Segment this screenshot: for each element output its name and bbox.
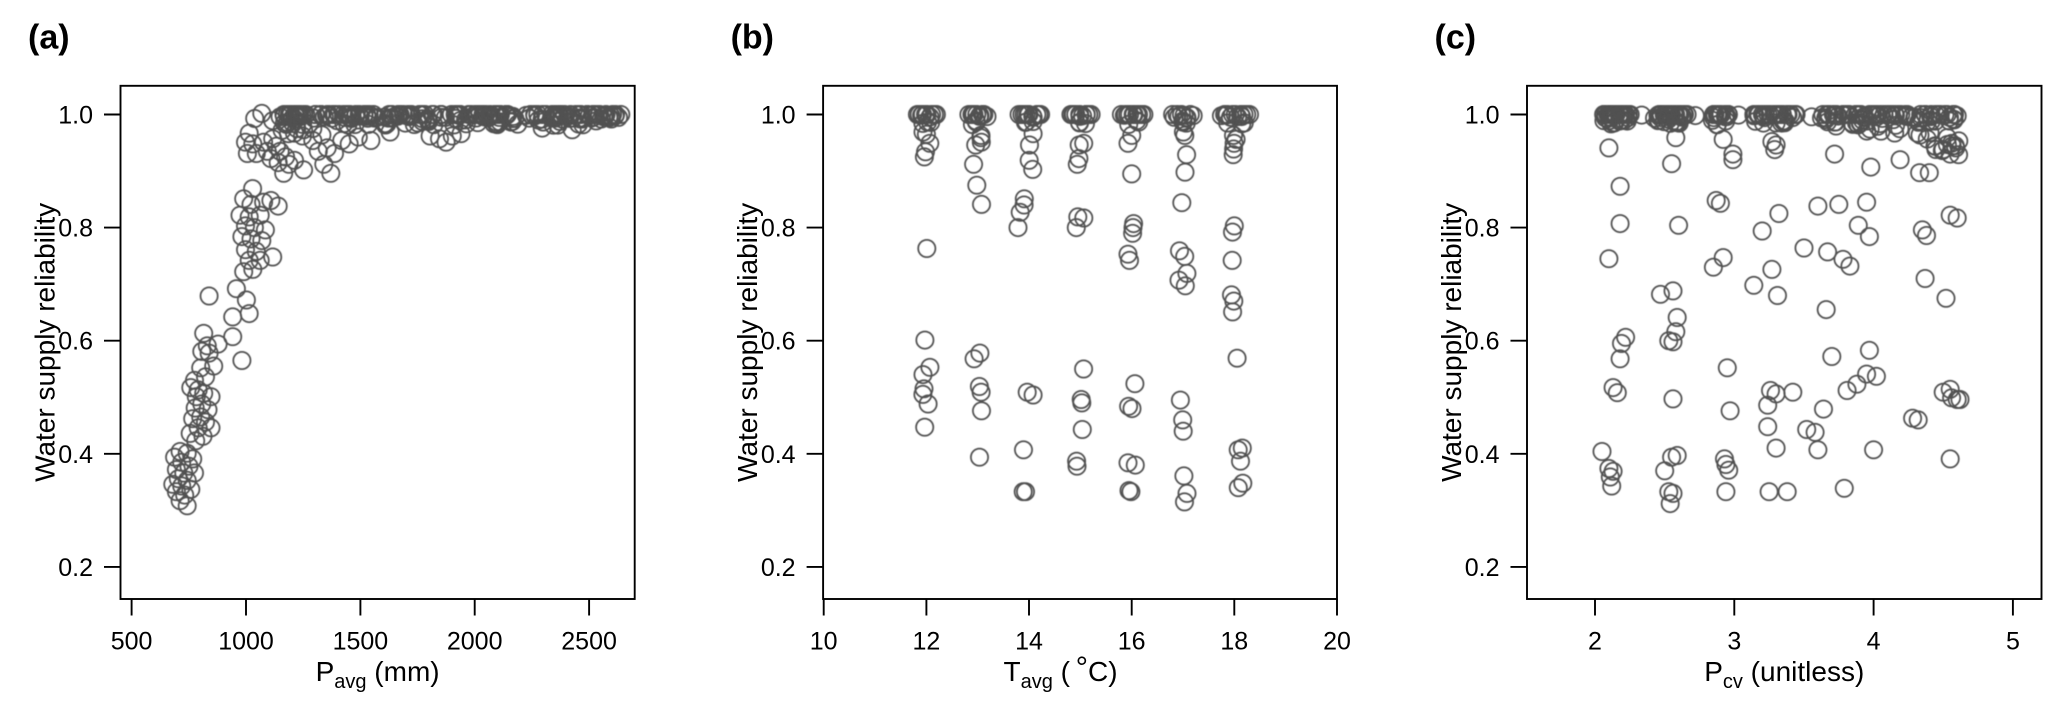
svg-text:14: 14 xyxy=(1015,628,1043,656)
svg-text:0.8: 0.8 xyxy=(1465,215,1500,243)
svg-text:0.6: 0.6 xyxy=(761,328,796,356)
svg-text:0.2: 0.2 xyxy=(761,554,796,582)
svg-text:Tavg ( °C): Tavg ( °C) xyxy=(1003,650,1117,693)
svg-text:2500: 2500 xyxy=(561,628,617,656)
svg-text:1.0: 1.0 xyxy=(58,102,93,130)
svg-text:0.4: 0.4 xyxy=(1465,441,1500,469)
svg-text:4: 4 xyxy=(1867,628,1881,656)
svg-text:0.8: 0.8 xyxy=(761,215,796,243)
svg-text:0.2: 0.2 xyxy=(58,554,93,582)
svg-text:12: 12 xyxy=(912,628,940,656)
svg-text:5: 5 xyxy=(2006,628,2020,656)
svg-text:0.6: 0.6 xyxy=(58,328,93,356)
svg-text:0.2: 0.2 xyxy=(1465,554,1500,582)
svg-text:(a): (a) xyxy=(28,19,70,57)
svg-text:(b): (b) xyxy=(731,19,774,57)
svg-text:2000: 2000 xyxy=(447,628,503,656)
svg-text:(c): (c) xyxy=(1435,19,1477,57)
svg-text:1500: 1500 xyxy=(333,628,389,656)
svg-text:16: 16 xyxy=(1118,628,1146,656)
svg-text:20: 20 xyxy=(1323,628,1351,656)
svg-text:Water supply reliability: Water supply reliability xyxy=(1436,203,1467,482)
svg-text:500: 500 xyxy=(111,628,153,656)
svg-text:3: 3 xyxy=(1727,628,1741,656)
svg-text:Water supply reliability: Water supply reliability xyxy=(732,203,763,482)
svg-text:0.4: 0.4 xyxy=(58,441,93,469)
svg-text:0.6: 0.6 xyxy=(1465,328,1500,356)
svg-text:Water supply reliability: Water supply reliability xyxy=(30,203,61,482)
svg-text:1.0: 1.0 xyxy=(761,102,796,130)
svg-text:0.4: 0.4 xyxy=(761,441,796,469)
svg-text:10: 10 xyxy=(810,628,838,656)
svg-text:18: 18 xyxy=(1220,628,1248,656)
svg-text:1.0: 1.0 xyxy=(1465,102,1500,130)
svg-text:1000: 1000 xyxy=(218,628,274,656)
svg-text:2: 2 xyxy=(1588,628,1602,656)
svg-text:0.8: 0.8 xyxy=(58,215,93,243)
